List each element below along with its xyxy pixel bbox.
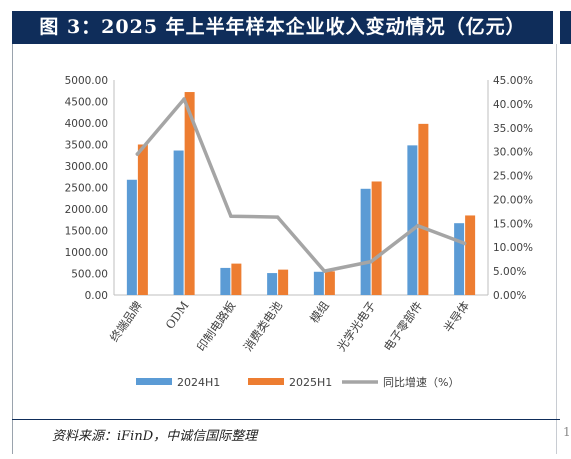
growth-rate-point — [275, 215, 280, 219]
source-divider — [12, 419, 560, 420]
y-right-tick-label: 45.00% — [493, 75, 533, 87]
category-label: 消费类电池 — [241, 298, 286, 354]
title-bar: 图 3：2025 年上半年样本企业收入变动情况（亿元） — [12, 11, 553, 44]
legend-swatch-2025H1 — [248, 378, 284, 385]
bar-2024H1-3 — [267, 273, 278, 295]
category-label: 光学光电子 — [334, 299, 378, 354]
bar-2024H1-5 — [360, 188, 371, 295]
category-label: 模组 — [307, 298, 332, 325]
bar-2025H1-5 — [371, 181, 382, 295]
category-label: 电子零部件 — [381, 299, 425, 354]
legend-label: 同比增速（%） — [383, 375, 459, 389]
growth-rate-point — [462, 241, 467, 246]
y-right-tick-label: 0.00% — [493, 290, 526, 302]
y-right-tick-label: 25.00% — [493, 171, 533, 183]
category-label: 半导体 — [441, 298, 473, 335]
legend-label: 2025H1 — [289, 376, 332, 389]
y-right-tick-label: 10.00% — [493, 242, 533, 254]
y-right-tick-label: 5.00% — [493, 266, 526, 278]
chart-title: 图 3：2025 年上半年样本企业收入变动情况（亿元） — [39, 16, 526, 38]
bar-2024H1-2 — [220, 267, 231, 295]
bar-2024H1-7 — [454, 223, 465, 295]
bar-2024H1-4 — [313, 271, 324, 295]
y-left-tick-label: 2500.00 — [65, 183, 108, 195]
y-right-tick-label: 20.00% — [493, 194, 533, 206]
y-left-tick-label: 3500.00 — [65, 140, 108, 152]
bar-2025H1-0 — [137, 144, 148, 295]
y-right-tick-label: 35.00% — [493, 123, 533, 135]
bar-2024H1-6 — [407, 145, 418, 295]
revenue-chart: 0.00 500.00 1000.00 1500.00 2000.00 2500.00 30… — [65, 75, 533, 389]
y-right-tick-label: 15.00% — [493, 218, 533, 230]
left-border — [12, 44, 13, 454]
y-right-tick-label: 30.00% — [493, 147, 533, 159]
bar-2025H1-1 — [184, 92, 195, 295]
y-left-tick-label: 1000.00 — [65, 247, 108, 259]
bar-2025H1-4 — [324, 271, 335, 295]
growth-rate-line — [135, 97, 467, 273]
growth-rate-point — [416, 223, 420, 228]
source-note: 资料来源：iFinD，中诚信国际整理 — [52, 429, 258, 444]
growth-rate-point — [322, 269, 327, 273]
category-label: 印制电路板 — [194, 298, 239, 354]
y-left-tick-label: 4500.00 — [65, 97, 108, 109]
bar-2025H1-2 — [231, 263, 242, 295]
y-right-tick-label: 40.00% — [493, 99, 533, 111]
bar-2025H1-6 — [418, 123, 429, 295]
category-label: ODM — [163, 299, 192, 332]
category-label: 终端品牌 — [107, 299, 145, 345]
y-left-tick-label: 3000.00 — [65, 161, 108, 173]
right-border — [556, 44, 557, 454]
legend-swatch-2024H1 — [136, 378, 172, 385]
y-left-tick-label: 5000.00 — [65, 75, 108, 87]
y-left-tick-label: 4000.00 — [65, 118, 108, 130]
growth-rate-point — [369, 259, 373, 264]
adjacent-fragment: 1 — [563, 425, 571, 439]
bar-2025H1-3 — [278, 269, 289, 295]
y-left-tick-label: 500.00 — [71, 269, 108, 281]
legend-label: 2024H1 — [177, 376, 220, 389]
adjacent-title-bar — [560, 11, 571, 44]
bar-2025H1-7 — [465, 215, 476, 295]
growth-rate-point — [182, 97, 186, 101]
bar-2024H1-1 — [173, 150, 184, 295]
y-left-tick-label: 1500.00 — [65, 226, 108, 238]
growth-rate-point — [229, 214, 233, 218]
y-left-tick-label: 2000.00 — [65, 204, 108, 216]
y-left-tick-label: 0.00 — [85, 290, 108, 302]
growth-rate-point — [135, 152, 140, 156]
bar-2024H1-0 — [126, 179, 137, 295]
